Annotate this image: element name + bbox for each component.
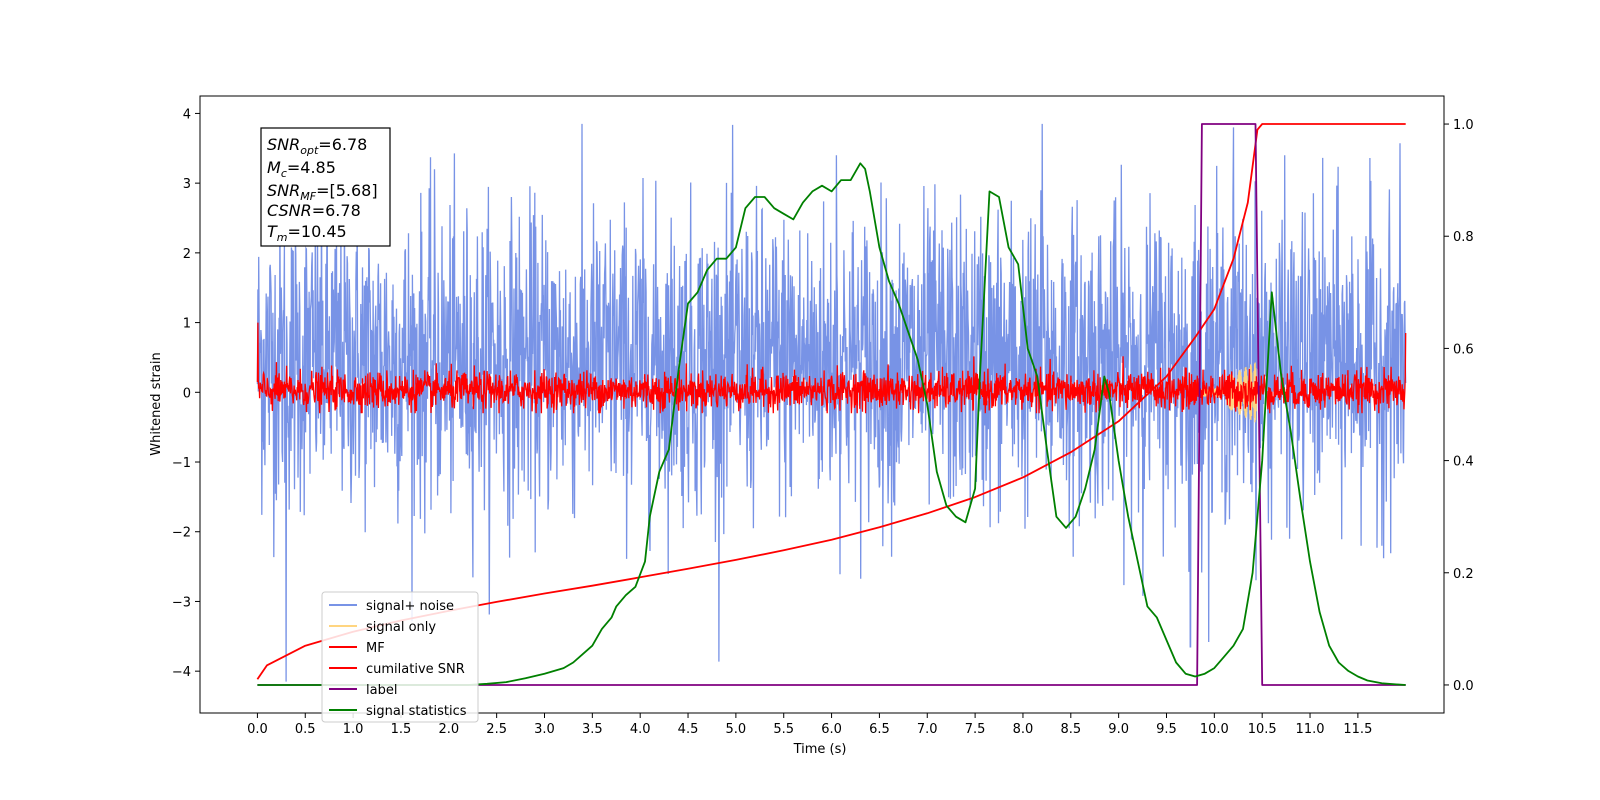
x-tick-label: 8.0 (1013, 722, 1034, 737)
y-tick-label: 0 (183, 386, 191, 401)
x-tick-label: 4.5 (678, 722, 699, 737)
legend-label: MF (366, 641, 385, 656)
x-axis-ticks: 0.0 0.5 1.0 1.5 2.0 2.5 3.0 3.5 4.0 4.5 5.0 5.5 6.0 6… (247, 713, 1372, 737)
y-tick-label: −4 (172, 665, 191, 680)
y-right-tick-label: 0.0 (1453, 679, 1474, 694)
series-label (257, 123, 1406, 686)
x-tick-label: 5.5 (773, 722, 794, 737)
y-tick-label: 4 (183, 107, 191, 122)
y-right-tick-label: 1.0 (1453, 118, 1474, 133)
x-tick-label: 7.0 (917, 722, 938, 737)
x-tick-label: 9.5 (1156, 722, 1177, 737)
info-csnr: CSNR=6.78 (267, 201, 361, 220)
info-box: SNRopt=6.78 Mc=4.85 SNRMF=[5.68] CSNR=6.… (260, 127, 391, 247)
y-right-tick-label: 0.6 (1453, 342, 1474, 357)
legend: signal+ noise signal only MF cumilative SNR… (321, 591, 479, 723)
info-mc: Mc=4.85 (267, 158, 336, 180)
y-tick-label: −1 (172, 456, 191, 471)
x-tick-label: 11.5 (1343, 722, 1372, 737)
series-mf (256, 322, 1407, 414)
y-right-tick-label: 0.2 (1453, 567, 1474, 582)
y-axis-ticks: 4 3 2 1 0 −1 −2 −3 −4 (172, 107, 200, 680)
x-axis-title: Time (s) (793, 742, 847, 757)
info-tm: Tm=10.45 (267, 222, 347, 244)
x-tick-label: 8.5 (1060, 722, 1081, 737)
legend-label: label (366, 683, 397, 698)
x-tick-label: 0.0 (247, 722, 268, 737)
info-box-frame (260, 127, 391, 247)
x-tick-label: 5.0 (726, 722, 747, 737)
y-tick-label: 1 (183, 317, 191, 332)
x-tick-label: 6.0 (821, 722, 842, 737)
x-tick-label: 0.5 (295, 722, 316, 737)
x-tick-label: 11.0 (1296, 722, 1325, 737)
y-tick-label: −2 (172, 526, 191, 541)
x-tick-label: 2.5 (486, 722, 507, 737)
x-tick-label: 10.5 (1248, 722, 1277, 737)
x-tick-label: 4.0 (630, 722, 651, 737)
legend-label: signal only (366, 620, 436, 635)
y-tick-label: 3 (183, 177, 191, 192)
x-tick-label: 1.5 (391, 722, 412, 737)
x-tick-label: 2.0 (438, 722, 459, 737)
y-right-axis-ticks: 1.0 0.8 0.6 0.4 0.2 0.0 (1444, 118, 1474, 694)
legend-label: signal statistics (366, 704, 467, 719)
legend-label: cumilative SNR (366, 662, 465, 677)
x-tick-label: 3.5 (582, 722, 603, 737)
y-right-tick-label: 0.8 (1453, 230, 1474, 245)
y-axis-title: Whitened strain (149, 352, 164, 455)
series-signal-statistics (257, 162, 1406, 686)
y-tick-label: 2 (183, 247, 191, 262)
info-snr-mf: SNRMF=[5.68] (267, 181, 378, 203)
x-tick-label: 7.5 (965, 722, 986, 737)
legend-frame (321, 591, 479, 723)
x-tick-label: 6.5 (869, 722, 890, 737)
series-signal-noise (256, 123, 1407, 682)
plot-frame (199, 95, 1445, 714)
x-tick-label: 9.0 (1108, 722, 1129, 737)
info-snr-opt: SNRopt=6.78 (267, 135, 367, 157)
y-right-tick-label: 0.4 (1453, 455, 1474, 470)
x-tick-label: 3.0 (534, 722, 555, 737)
x-tick-label: 1.0 (343, 722, 364, 737)
y-tick-label: −3 (172, 595, 191, 610)
legend-label: signal+ noise (366, 599, 454, 614)
x-tick-label: 10.0 (1200, 722, 1229, 737)
